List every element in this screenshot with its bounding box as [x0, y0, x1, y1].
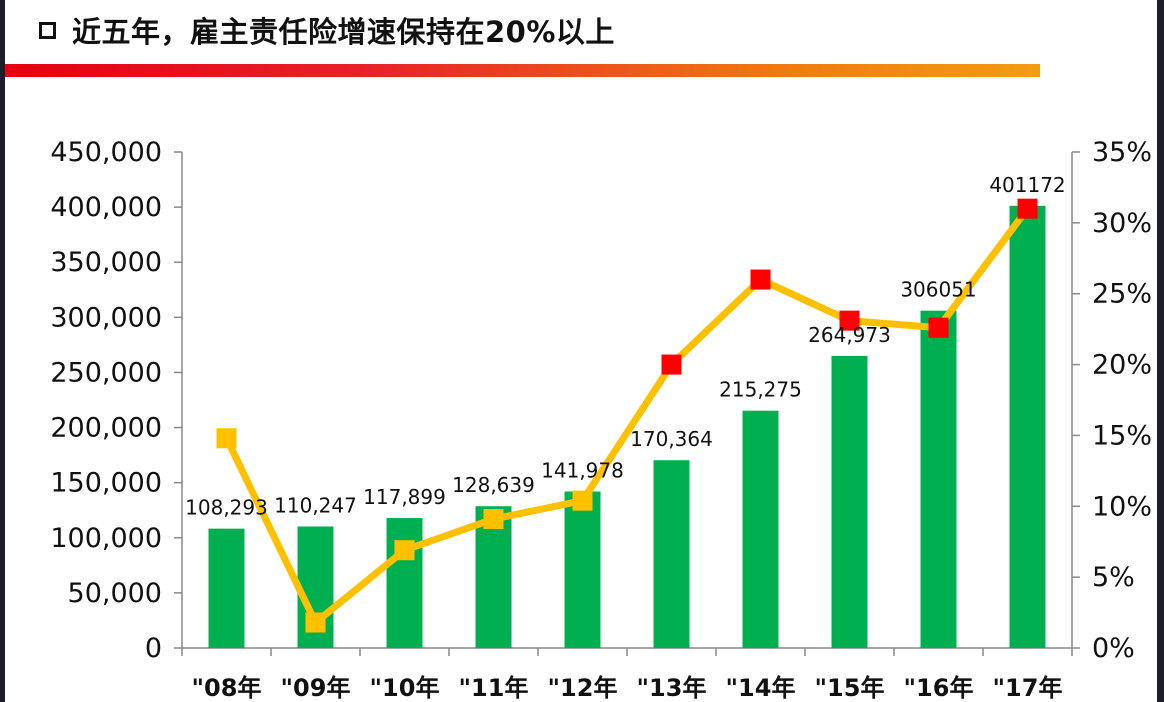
- line-marker: [483, 509, 504, 530]
- title-underline-bar: [5, 64, 1040, 77]
- title-row: 近五年，雇主责任险增速保持在20%以上: [39, 8, 615, 52]
- bar-value-label: 215,275: [719, 378, 802, 402]
- bar-series: [208, 205, 1046, 648]
- bar-value-label: 306051: [900, 278, 976, 302]
- bar: [653, 460, 690, 648]
- x-tick-label: "12年: [548, 674, 618, 702]
- bar: [208, 528, 245, 648]
- line-marker: [661, 354, 682, 375]
- left-tick-label: 250,000: [50, 357, 162, 388]
- left-tick-label: 100,000: [50, 523, 162, 554]
- right-tick-label: 30%: [1092, 208, 1152, 239]
- line-series: [216, 198, 1038, 633]
- x-tick-label: "17年: [993, 674, 1063, 702]
- right-tick-label: 10%: [1092, 491, 1152, 522]
- bar-value-label: 264,973: [808, 323, 891, 347]
- bar: [386, 518, 423, 648]
- bar-value-label: 110,247: [274, 493, 357, 517]
- left-tick-label: 450,000: [50, 137, 162, 168]
- left-tick-label: 200,000: [50, 413, 162, 444]
- left-tick-label: 150,000: [50, 468, 162, 499]
- line-marker: [216, 428, 237, 449]
- line-marker: [1017, 198, 1038, 219]
- x-tick-label: "14年: [726, 674, 796, 702]
- left-tick-label: 300,000: [50, 302, 162, 333]
- line-marker: [750, 269, 771, 290]
- slide-title: 近五年，雇主责任险增速保持在20%以上: [72, 15, 615, 49]
- bar: [920, 310, 957, 648]
- left-tick-label: 50,000: [68, 578, 162, 609]
- line-marker: [839, 310, 860, 331]
- x-tick-label: "10年: [370, 674, 440, 702]
- bar: [1009, 205, 1046, 648]
- left-tick-label: 400,000: [50, 192, 162, 223]
- data-labels: 108,293 110,247 117,899 128,639141,978170,3…: [185, 173, 1066, 520]
- bar-value-label: 401172: [989, 173, 1065, 197]
- x-tick-label: "13年: [637, 674, 707, 702]
- x-tick-label: "11年: [459, 674, 529, 702]
- square-bullet-icon: [39, 21, 56, 39]
- x-tick-label: "16年: [904, 674, 974, 702]
- right-tick-label: 5%: [1092, 562, 1135, 593]
- right-tick-label: 20%: [1092, 350, 1152, 381]
- x-tick-label: "09年: [281, 674, 351, 702]
- bar: [742, 410, 779, 648]
- line-marker: [928, 317, 949, 338]
- x-tick-label: "15年: [815, 674, 885, 702]
- growth-line: [223, 206, 1031, 626]
- right-tick-label: 0%: [1092, 633, 1135, 664]
- line-marker: [305, 612, 326, 633]
- bar-value-label: 128,639: [452, 473, 535, 497]
- line-marker: [572, 490, 593, 511]
- bar-value-label: 141,978: [541, 459, 624, 483]
- right-tick-label: 25%: [1092, 279, 1152, 310]
- bar-value-label: 108,293: [185, 496, 268, 520]
- left-tick-label: 350,000: [50, 247, 162, 278]
- bar: [831, 355, 868, 648]
- left-tick-label: 0: [145, 633, 162, 664]
- right-tick-label: 15%: [1092, 420, 1152, 451]
- line-marker: [394, 540, 415, 561]
- bar-value-label: 170,364: [630, 427, 713, 451]
- x-tick-label: "08年: [192, 674, 262, 702]
- bar-value-label: 117,899: [363, 485, 446, 509]
- bar: [564, 491, 601, 648]
- right-tick-label: 35%: [1092, 137, 1152, 168]
- bar: [475, 506, 512, 648]
